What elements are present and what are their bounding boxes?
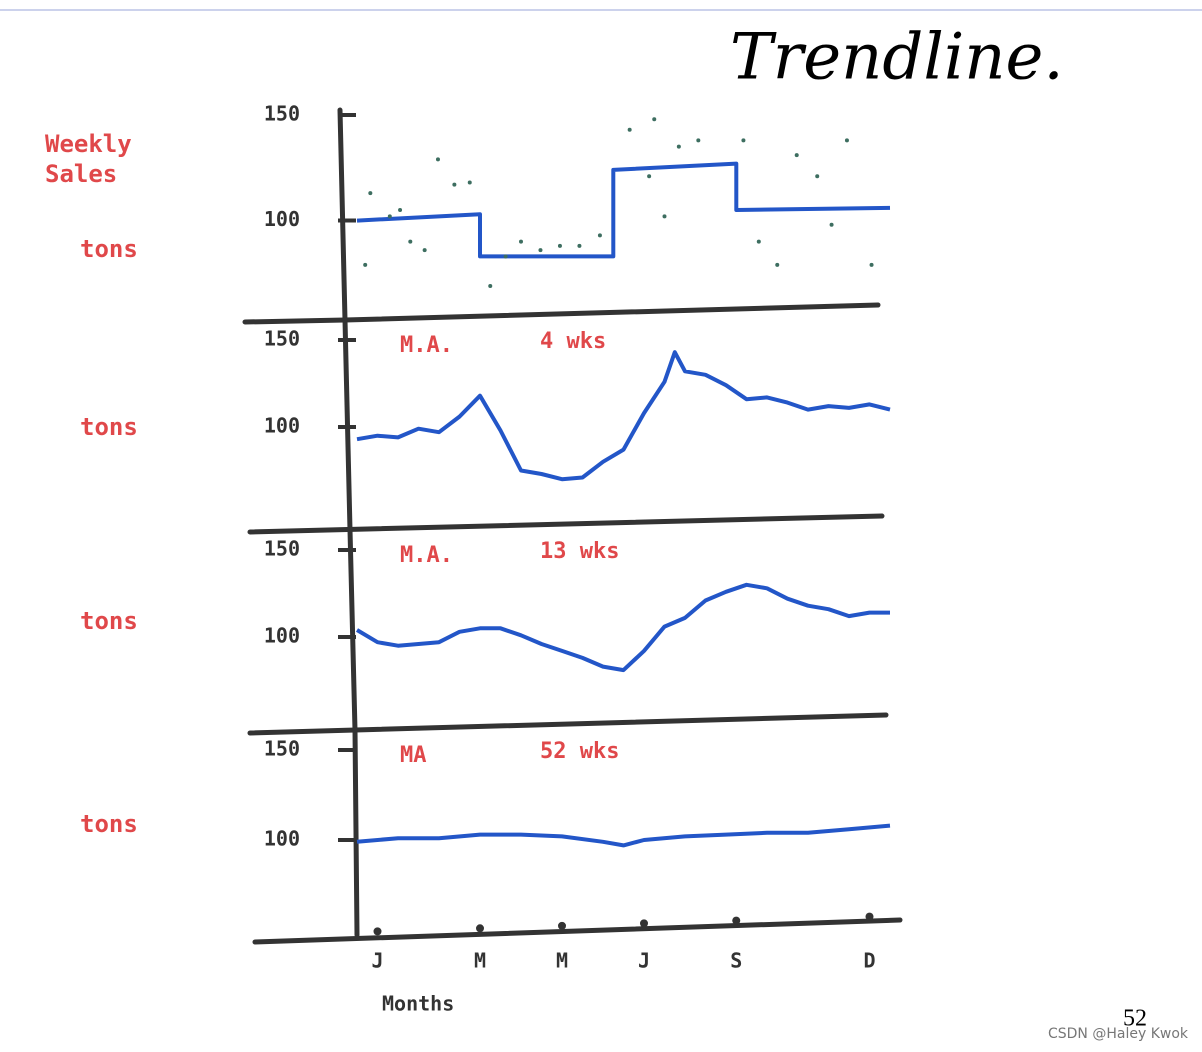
data-point (696, 138, 701, 143)
y-tick-label: 150 (264, 737, 300, 761)
data-line (355, 582, 890, 673)
x-tick-label: D (863, 949, 875, 973)
data-line (356, 161, 891, 259)
data-point (387, 214, 392, 219)
data-point (647, 174, 652, 179)
slide-title: Trendline. (730, 21, 1064, 95)
panel-label: M.A. (400, 333, 453, 358)
data-point (775, 262, 780, 267)
y-tick-label: 150 (264, 537, 300, 561)
y-unit-label: tons (80, 810, 138, 838)
y-tick-label: 100 (264, 414, 300, 438)
x-tick (476, 924, 484, 933)
data-point (368, 191, 373, 196)
x-tick (558, 921, 566, 930)
data-point (844, 138, 849, 143)
panel-label: M.A. (400, 543, 453, 568)
data-point (488, 284, 493, 288)
y-tick-label: 100 (264, 207, 300, 231)
data-line (356, 350, 891, 482)
data-point (829, 222, 834, 227)
data-point (452, 182, 457, 187)
data-point (557, 243, 562, 248)
data-point (408, 239, 413, 244)
panel-separator (342, 302, 881, 323)
data-point (597, 233, 602, 238)
data-point (363, 262, 368, 267)
panel-separator (242, 317, 348, 325)
y-unit-label: tons (80, 235, 138, 263)
panel-window: 4 wks (540, 329, 606, 354)
data-point (869, 262, 874, 267)
data-point (741, 138, 746, 143)
data-line (356, 823, 891, 848)
x-tick-label: J (371, 949, 383, 973)
data-point (422, 248, 427, 253)
panel-window: 52 wks (540, 739, 619, 764)
y-tick-label: 100 (264, 624, 300, 648)
x-axis (252, 917, 903, 945)
data-point (676, 144, 681, 149)
y-axis (337, 107, 360, 938)
page-number: 52 (1123, 1006, 1147, 1032)
watermark: CSDN @Haley Kwok (1048, 1026, 1189, 1042)
x-tick (373, 927, 382, 936)
data-point (652, 117, 657, 122)
data-point (662, 214, 667, 219)
x-axis-label: Months (382, 992, 454, 1016)
y-tick-label: 150 (264, 327, 300, 351)
y-axis-label: Weekly Sales (45, 130, 132, 188)
panel-label: MA (400, 743, 427, 768)
data-point (503, 254, 508, 259)
panel-separator (247, 712, 889, 736)
data-point (756, 239, 761, 244)
panel-window: 13 wks (540, 539, 619, 564)
y-unit-label: tons (80, 413, 138, 441)
x-tick-label: M (474, 949, 486, 973)
x-tick-label: J (638, 949, 650, 973)
x-tick (865, 912, 874, 921)
data-point (577, 243, 582, 248)
panel-separator (247, 513, 885, 535)
data-point (538, 248, 543, 253)
data-point (435, 157, 440, 162)
data-point (627, 127, 632, 132)
y-unit-label: tons (80, 607, 138, 635)
x-tick-label: S (730, 949, 742, 973)
data-point (467, 180, 472, 185)
x-tick-label: M (556, 949, 568, 973)
x-tick (732, 916, 741, 925)
data-point (519, 239, 523, 244)
data-point (815, 174, 820, 179)
data-point (398, 208, 403, 212)
y-tick-label: 100 (264, 827, 300, 851)
x-tick (640, 919, 648, 928)
data-point (794, 153, 799, 158)
y-tick-label: 150 (264, 102, 300, 126)
